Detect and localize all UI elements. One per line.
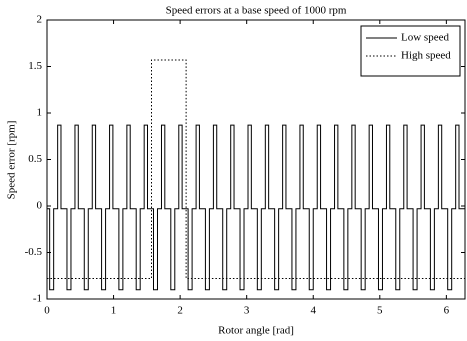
x-axis-label: Rotor angle [rad]: [218, 325, 294, 337]
chart-title: Speed errors at a base speed of 1000 rpm: [166, 5, 347, 17]
legend-label: High speed: [401, 50, 451, 62]
legend-box: [360, 25, 461, 77]
y-tick-label: 0: [37, 200, 43, 212]
y-tick-label: 2: [37, 14, 43, 26]
x-tick-label: 5: [377, 305, 383, 317]
plot-frame: [46, 19, 466, 300]
y-tick-label: 0.5: [28, 153, 42, 165]
legend-label: Low speed: [401, 32, 449, 44]
y-tick-label: 1: [37, 107, 43, 119]
x-tick-label: 6: [444, 305, 450, 317]
y-tick-label: 1.5: [28, 60, 42, 72]
series-line: [47, 59, 465, 280]
y-tick-label: -0.5: [25, 246, 43, 258]
x-tick-label: 0: [44, 305, 50, 317]
x-tick-label: 4: [310, 305, 316, 317]
y-axis-label: Speed error [rpm]: [6, 121, 18, 200]
y-tick-label: -1: [33, 293, 42, 305]
x-tick-label: 1: [111, 305, 117, 317]
series-line: [47, 124, 465, 291]
x-tick-label: 2: [177, 305, 183, 317]
x-tick-label: 3: [244, 305, 250, 317]
